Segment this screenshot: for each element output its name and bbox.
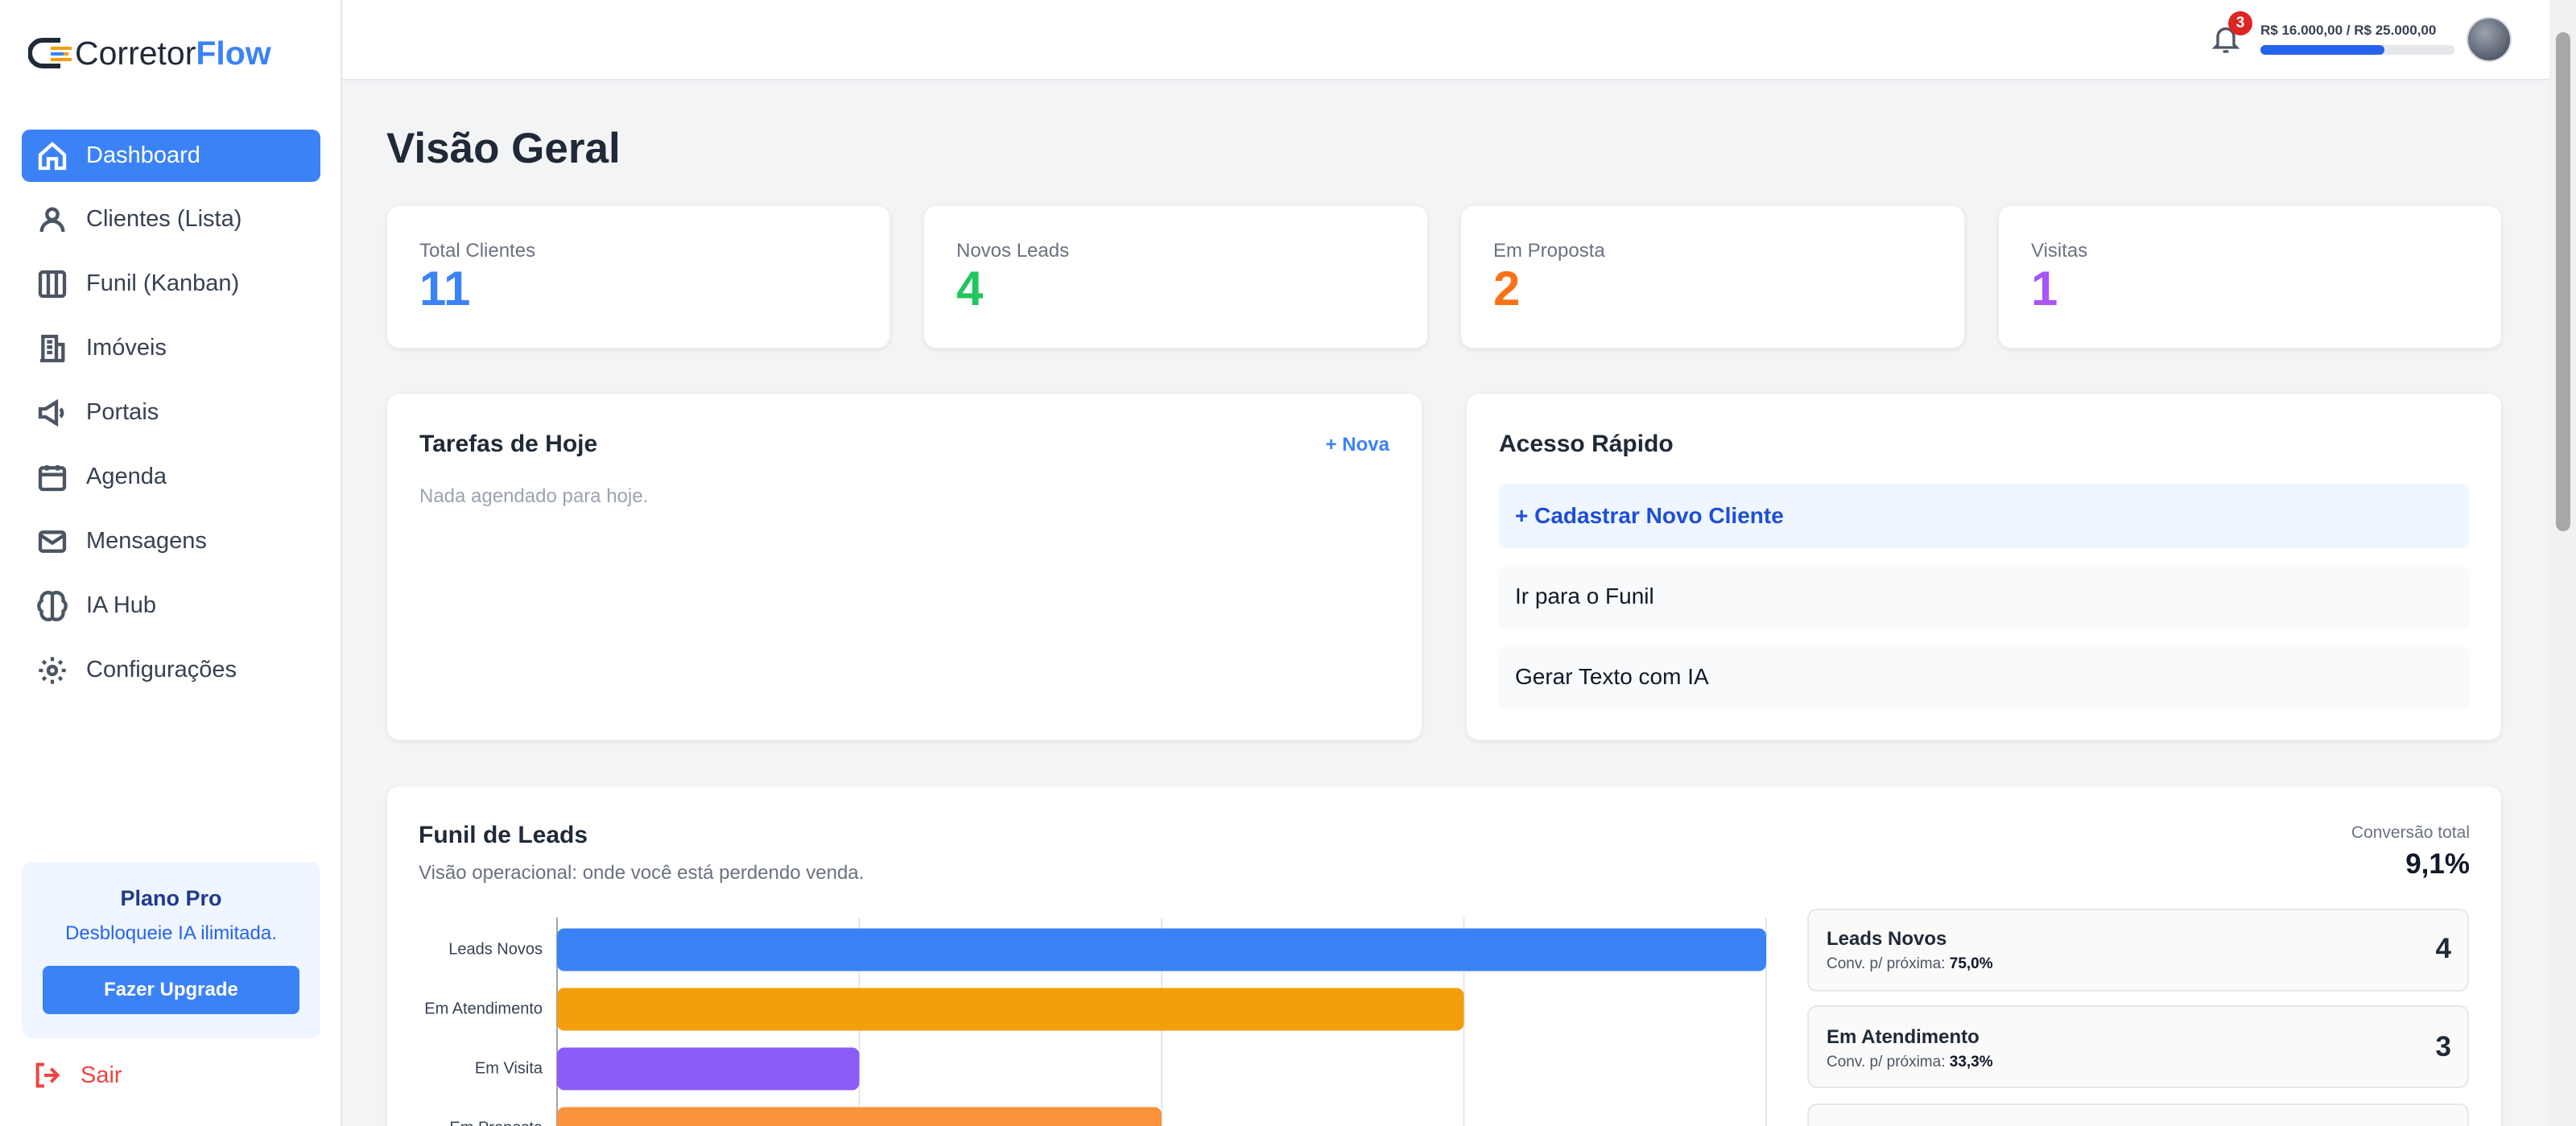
stage-card: Leads Novos Conv. p/ próxima: 75,0% 4 (1807, 909, 2469, 992)
plan-box: Plano Pro Desbloqueie IA ilimitada. Faze… (22, 862, 320, 1038)
notification-badge: 3 (2228, 11, 2252, 35)
logout-label: Sair (80, 1062, 122, 1088)
icon (38, 141, 67, 170)
budget-fill (2260, 45, 2385, 55)
funnel-title: Funil de Leads (419, 822, 588, 848)
stat-label: Visitas (2031, 240, 2088, 262)
nav-item[interactable]: Configurações (22, 644, 320, 696)
nav-item[interactable]: Dashboard (22, 130, 320, 182)
bell-icon[interactable] (2210, 23, 2242, 56)
quick-access-title: Acesso Rápido (1499, 431, 1674, 457)
stage-conv: 75,0% (1949, 955, 1993, 972)
stat-label: Total Clientes (419, 240, 536, 262)
logo[interactable]: Corretor Flow (28, 34, 271, 72)
nav-label: Mensagens (86, 528, 207, 554)
icon (37, 590, 68, 621)
stage-name: Em Atendimento (1827, 1026, 1979, 1048)
quick-link[interactable]: Ir para o Funil (1499, 564, 2469, 629)
stat-card: Total Clientes 11 (386, 205, 890, 349)
sidebar: Corretor Flow Dashboard Clientes (Lista) … (0, 0, 342, 1126)
y-tick-label: Em Visita (475, 1059, 543, 1077)
scroll-thumb[interactable] (2555, 32, 2570, 531)
stat-value: 11 (419, 262, 471, 316)
bar (557, 1107, 1162, 1126)
stat-card: Novos Leads 4 (923, 205, 1428, 349)
nav-label: Portais (86, 399, 159, 425)
nav-label: Funil (Kanban) (86, 270, 240, 296)
plan-text: Desbloqueie IA ilimitada. (65, 922, 277, 944)
tasks-empty: Nada agendado para hoje. (419, 485, 649, 507)
stage-card (1807, 1103, 2469, 1126)
icon (38, 530, 67, 553)
tasks-card: Tarefas de Hoje + Nova Nada agendado par… (386, 393, 1422, 740)
quick-link[interactable]: + Cadastrar Novo Cliente (1499, 484, 2469, 548)
top-bar (342, 0, 2549, 80)
stat-value: 4 (956, 262, 984, 316)
nav-label: Imóveis (86, 335, 167, 361)
y-tick-label: Em Atendimento (424, 1000, 543, 1017)
logo-suffix: Flow (196, 34, 271, 72)
page-title: Visão Geral (386, 125, 621, 172)
quick-access-card: Acesso Rápido + Cadastrar Novo Cliente I… (1466, 393, 2502, 740)
conversion-value: 9,1% (2405, 848, 2470, 880)
nav-label: IA Hub (86, 592, 157, 618)
stat-label: Novos Leads (956, 240, 1070, 262)
stat-value: 2 (1493, 262, 1521, 316)
stage-conv-label: Conv. p/ próxima: (1827, 955, 1946, 972)
y-tick-label: Leads Novos (448, 940, 543, 958)
icon (38, 270, 67, 298)
nav-item[interactable]: Funil (Kanban) (22, 258, 320, 310)
nav-label: Agenda (86, 464, 167, 489)
stat-label: Em Proposta (1493, 240, 1605, 262)
stage-card: Em Atendimento Conv. p/ próxima: 33,3% 3 (1807, 1005, 2469, 1088)
new-task[interactable]: + Nova (1325, 434, 1389, 456)
plan-title: Plano Pro (120, 886, 222, 910)
avatar[interactable] (2467, 17, 2512, 62)
bar (557, 928, 1766, 971)
stat-value: 1 (2031, 262, 2058, 316)
stage-name: Leads Novos (1827, 928, 1947, 950)
nav-item[interactable]: Mensagens (22, 515, 320, 567)
nav-item[interactable]: Clientes (Lista) (22, 193, 320, 245)
icon (38, 398, 64, 427)
nav-label: Clientes (Lista) (86, 206, 242, 232)
logo-icon (28, 38, 72, 68)
stage-conv: 33,3% (1949, 1054, 1993, 1070)
stage-conv-label: Conv. p/ próxima: (1827, 1054, 1946, 1070)
quick-link[interactable]: Gerar Texto com IA (1499, 645, 2469, 709)
icon (35, 1062, 60, 1088)
scrollbar (2549, 0, 2576, 1126)
funnel-chart: Leads Novos Em Atendimento Em Visita Em Pro… (424, 918, 1767, 1126)
stat-card: Visitas 1 (1998, 205, 2502, 349)
nav-item[interactable]: IA Hub (22, 579, 320, 632)
logout[interactable]: Sair (32, 1059, 122, 1091)
funnel-subtitle: Visão operacional: onde você está perden… (419, 862, 865, 884)
budget-label: R$ 16.000,00 / R$ 25.000,00 (2260, 23, 2437, 38)
icon (38, 464, 67, 491)
stat-card: Em Proposta 2 (1460, 205, 1965, 349)
bar (557, 1047, 860, 1091)
logo-prefix: Corretor (75, 34, 196, 72)
icon (39, 207, 65, 232)
budget-track (2260, 45, 2454, 55)
bar (557, 988, 1464, 1031)
nav-label: Configurações (86, 657, 237, 683)
tasks-title: Tarefas de Hoje (419, 431, 598, 457)
stage-count: 3 (2435, 1031, 2451, 1062)
nav-item[interactable]: Portais (22, 386, 320, 439)
icon (40, 334, 65, 362)
nav-item[interactable]: Imóveis (22, 322, 320, 374)
stage-count: 4 (2435, 933, 2451, 964)
icon (39, 656, 66, 684)
nav-label: Dashboard (86, 142, 200, 168)
conversion-label: Conversão total (2351, 823, 2470, 842)
y-tick-label: Em Proposta (449, 1119, 543, 1126)
upgrade-button[interactable]: Fazer Upgrade (43, 966, 299, 1014)
nav-item[interactable]: Agenda (22, 451, 320, 503)
